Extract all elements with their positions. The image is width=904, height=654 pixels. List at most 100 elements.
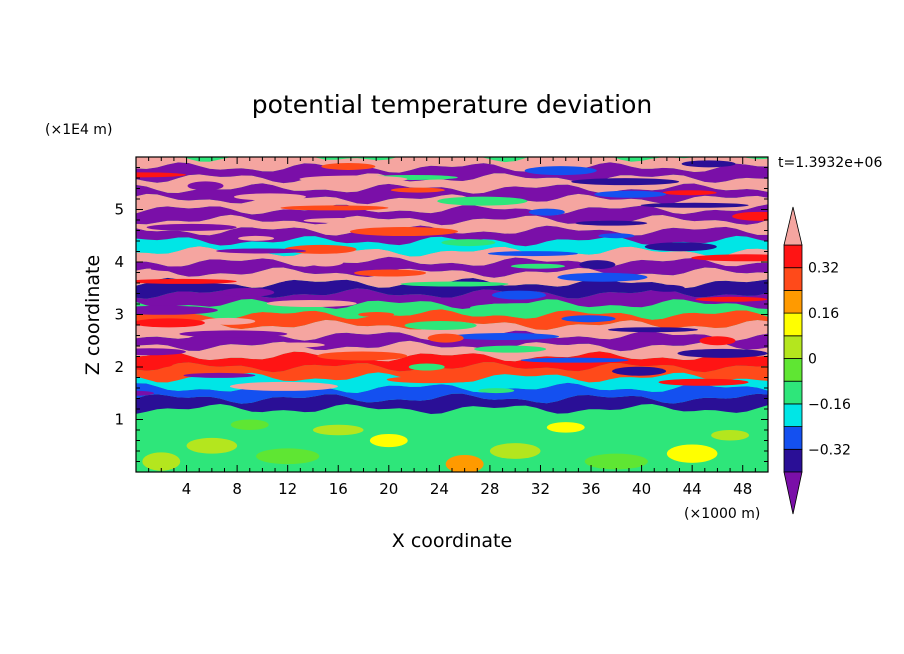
field-blob	[400, 281, 509, 287]
x-tick-label: 32	[531, 480, 550, 498]
field-blob	[390, 187, 445, 193]
field-blob	[427, 333, 464, 343]
field-blob	[266, 299, 357, 307]
field-blob	[280, 205, 389, 211]
field-patch	[312, 424, 364, 436]
y-unit-label: (×1E4 m)	[45, 122, 112, 138]
colorbar-segment	[783, 448, 803, 473]
colorbar-segment	[783, 426, 803, 450]
colorbar-segment	[783, 267, 803, 291]
field-band	[136, 299, 768, 320]
colorbar-segment	[783, 380, 803, 405]
field-blob	[575, 220, 648, 226]
field-blob	[179, 330, 288, 338]
field-blob	[691, 254, 768, 262]
colorbar-segment	[783, 403, 803, 427]
colorbar-label: 0.32	[808, 261, 839, 277]
field-blob	[307, 257, 344, 267]
field-blob	[136, 360, 173, 368]
field-blob	[299, 175, 408, 183]
field-blob	[183, 372, 256, 378]
y-tick-label: 4	[114, 253, 124, 271]
colorbar-segment	[783, 289, 803, 314]
field-blob	[695, 296, 768, 302]
field-blob	[136, 348, 186, 356]
colorbar-segment	[783, 312, 803, 337]
field-blob	[358, 312, 395, 317]
field-bands	[136, 157, 768, 472]
field-band	[136, 309, 768, 330]
field-patch	[230, 419, 269, 430]
field-blob	[524, 166, 597, 176]
field-blob	[136, 172, 187, 178]
field-blob	[470, 303, 579, 313]
colorbar: 0.32 0.16 0 −0.16 −0.32	[783, 206, 851, 515]
plot-field	[136, 157, 768, 472]
field-patch	[256, 448, 320, 465]
colorbar-label: 0	[808, 352, 817, 368]
y-tick-label: 5	[114, 201, 124, 219]
field-band	[136, 351, 768, 373]
field-blob	[561, 315, 616, 323]
field-blob	[451, 333, 560, 341]
field-blob	[437, 196, 528, 206]
field-blob	[408, 363, 445, 371]
field-band	[136, 214, 768, 236]
field-blob	[732, 211, 768, 221]
field-blob	[441, 239, 496, 247]
field-blob	[557, 272, 648, 282]
x-tick-label: 48	[733, 480, 752, 498]
field-blob	[644, 242, 717, 252]
field-blob	[648, 284, 685, 292]
field-blob	[229, 381, 338, 391]
field-patch	[142, 452, 181, 471]
field-blob	[349, 227, 458, 237]
x-tick-label: 12	[278, 480, 297, 498]
field-band	[136, 162, 768, 184]
field-blob	[699, 336, 736, 346]
field-blob	[270, 342, 325, 348]
field-blob	[598, 233, 635, 239]
colorbar-label: −0.16	[808, 397, 851, 413]
field-blob	[317, 351, 408, 361]
x-tick-label: 20	[379, 480, 398, 498]
field-blob	[612, 366, 667, 376]
field-blob	[220, 287, 275, 297]
colorbar-label: −0.32	[808, 442, 851, 458]
field-blob	[474, 345, 547, 353]
x-axis-label: X coordinate	[392, 530, 512, 552]
field-band	[136, 256, 768, 278]
field-blob	[136, 318, 205, 328]
colorbar-label: 0.16	[808, 306, 839, 322]
field-blob	[201, 317, 256, 325]
field-patch	[445, 454, 484, 472]
field-blob	[354, 269, 427, 277]
field-blob	[658, 378, 749, 386]
y-tick-label: 2	[114, 358, 124, 376]
x-tick-label: 16	[329, 480, 348, 498]
field-blob	[136, 278, 237, 284]
field-patch	[369, 433, 408, 448]
x-tick-label: 40	[632, 480, 651, 498]
colorbar-segment	[783, 244, 803, 269]
field-blob	[662, 190, 717, 196]
field-blob	[607, 327, 698, 333]
chart-title: potential temperature deviation	[252, 90, 652, 119]
field-patch	[711, 430, 750, 441]
field-blob	[216, 248, 307, 254]
field-blob	[187, 181, 224, 191]
field-blob	[681, 160, 736, 168]
field-patch	[584, 453, 648, 470]
field-blob	[150, 266, 205, 272]
colorbar-segment	[783, 335, 803, 359]
field-patch	[489, 443, 541, 459]
field-blob	[579, 260, 616, 270]
field-band	[136, 157, 768, 173]
x-tick-label: 44	[683, 480, 702, 498]
field-blob	[510, 263, 565, 269]
y-axis: 1 2 3 4 5	[114, 167, 768, 462]
field-blob	[478, 388, 515, 394]
colorbar-extend-bottom	[783, 471, 803, 515]
field-blob	[238, 235, 275, 241]
